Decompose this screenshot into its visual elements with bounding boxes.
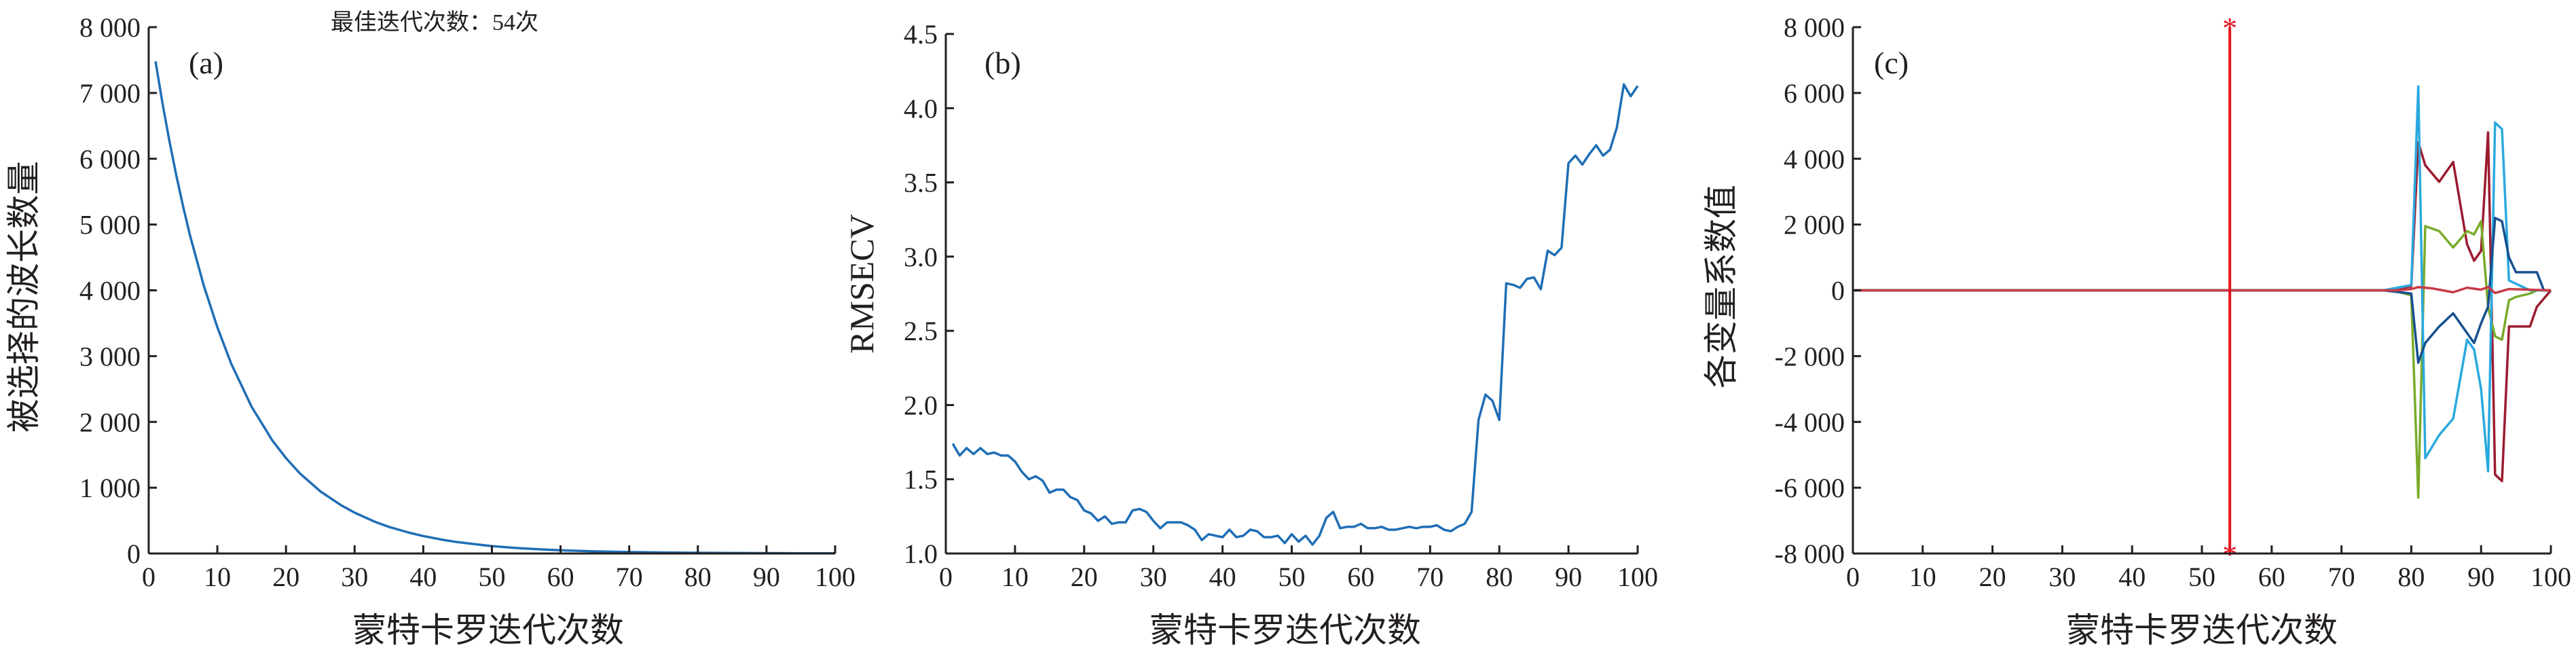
y-tick-label: 1.0 <box>904 539 938 569</box>
y-tick-label: 4.5 <box>904 19 938 50</box>
x-tick-label: 60 <box>1347 562 1374 592</box>
panel-a-series-line-1 <box>154 61 836 555</box>
x-tick-label: 50 <box>479 562 506 592</box>
y-tick-label: 2 000 <box>79 407 141 437</box>
x-tick-label: 90 <box>2467 562 2495 592</box>
x-tick-label: 10 <box>1001 562 1029 592</box>
x-tick-label: 40 <box>1209 562 1236 592</box>
y-tick-label: 2.5 <box>904 316 938 346</box>
x-tick-label: 80 <box>684 562 712 592</box>
panel-b-xlabel: 蒙特卡罗迭代次数 <box>1149 611 1421 649</box>
y-tick-label: 8 000 <box>1784 12 1845 43</box>
x-tick-label: 0 <box>939 562 953 592</box>
y-tick-label: -8 000 <box>1775 539 1845 569</box>
x-tick-label: 70 <box>2328 562 2355 592</box>
panel-c-xlabel: 蒙特卡罗迭代次数 <box>2066 611 2338 649</box>
panel-c-axes: 0 10 20 30 40 50 60 70 80 90 100 -8 000 -6 000 -4 000… <box>1775 12 2571 592</box>
x-tick-label: 20 <box>1071 562 1098 592</box>
panel-c-series-line-4 <box>1853 217 2551 364</box>
y-tick-label: 2.0 <box>904 390 938 420</box>
panel-c-series-line-1 <box>1853 131 2552 483</box>
panel-b-series-line-1 <box>951 83 1639 546</box>
x-tick-label: 30 <box>2048 562 2076 592</box>
panel-c-coefficients: ** 0 10 20 30 40 50 60 70 80 90 100 -8 000 -6 000 -4 … <box>1702 12 2571 649</box>
x-tick-label: 40 <box>2118 562 2146 592</box>
y-tick-label: -2 000 <box>1775 341 1845 371</box>
x-tick-label: 50 <box>2188 562 2215 592</box>
panel-a-selected-wavelengths: 0 10 20 30 40 50 60 70 80 90 100 0 1 000 2 000 3 000 4 … <box>5 12 855 649</box>
y-tick-label: -4 000 <box>1775 407 1845 437</box>
panel-a-axes: 0 10 20 30 40 50 60 70 80 90 100 0 1 000 2 000 3 000 4 … <box>79 12 855 592</box>
x-tick-label: 80 <box>2397 562 2425 592</box>
panel-c-label: (c) <box>1874 46 1909 80</box>
y-tick-label: 3.0 <box>904 242 938 272</box>
y-tick-label: -6 000 <box>1775 473 1845 503</box>
panel-c-series-line-3 <box>1853 85 2551 473</box>
x-tick-label: 60 <box>547 562 574 592</box>
x-tick-label: 70 <box>1416 562 1443 592</box>
y-tick-label: 3.5 <box>904 168 938 198</box>
panel-b-rmsecv: 0 10 20 30 40 50 60 70 80 90 100 1.0 1.5 2.0 2.5 3.0 3.5… <box>843 19 1658 649</box>
panel-a-label: (a) <box>189 46 223 80</box>
x-tick-label: 50 <box>1278 562 1306 592</box>
x-tick-label: 30 <box>341 562 368 592</box>
y-tick-label: 4 000 <box>1784 144 1845 175</box>
panel-b-label: (b) <box>985 46 1021 80</box>
x-tick-label: 100 <box>815 562 855 592</box>
x-tick-label: 90 <box>753 562 780 592</box>
x-tick-label: 40 <box>409 562 437 592</box>
y-tick-label: 4 000 <box>79 276 141 306</box>
x-tick-label: 20 <box>272 562 299 592</box>
x-tick-label: 20 <box>1979 562 2006 592</box>
y-tick-label: 0 <box>127 539 141 569</box>
x-tick-label: 60 <box>2258 562 2285 592</box>
y-tick-label: 2 000 <box>1784 210 1845 240</box>
best-iteration-marker-top: * <box>2222 12 2237 45</box>
x-tick-label: 90 <box>1555 562 1582 592</box>
panel-b-ylabel: RMSECV <box>843 214 881 354</box>
y-tick-label: 6 000 <box>1784 78 1845 109</box>
y-tick-label: 4.0 <box>904 93 938 124</box>
x-tick-label: 10 <box>1909 562 1936 592</box>
panel-a-ylabel: 被选择的波长数量 <box>5 161 43 433</box>
y-tick-label: 6 000 <box>79 144 141 175</box>
y-tick-label: 1.5 <box>904 465 938 495</box>
x-tick-label: 100 <box>1617 562 1658 592</box>
x-tick-label: 100 <box>2531 562 2571 592</box>
panel-c-series: ** <box>1853 12 2552 571</box>
y-tick-label: 3 000 <box>79 341 141 371</box>
panel-c-series-line-5 <box>1853 285 2552 295</box>
panel-b-series <box>951 83 1639 546</box>
y-tick-label: 8 000 <box>79 12 141 43</box>
y-tick-label: 5 000 <box>79 210 141 240</box>
y-tick-label: 7 000 <box>79 78 141 109</box>
x-tick-label: 30 <box>1140 562 1167 592</box>
panel-a-series <box>154 61 836 555</box>
x-tick-label: 0 <box>1846 562 1860 592</box>
best-iteration-note: 最佳迭代次数：54次 <box>331 10 538 35</box>
x-tick-label: 70 <box>616 562 643 592</box>
x-tick-label: 80 <box>1486 562 1513 592</box>
y-tick-label: 0 <box>1831 276 1845 306</box>
y-tick-label: 1 000 <box>79 473 141 503</box>
x-tick-label: 0 <box>142 562 155 592</box>
panel-c-series-line-2 <box>1853 220 2551 499</box>
panel-a-xlabel: 蒙特卡罗迭代次数 <box>352 611 624 649</box>
panel-c-ylabel: 各变量系数值 <box>1702 185 1740 388</box>
panel-b-axes: 0 10 20 30 40 50 60 70 80 90 100 1.0 1.5 2.0 2.5 3.0 3.5… <box>904 19 1658 592</box>
x-tick-label: 10 <box>204 562 231 592</box>
